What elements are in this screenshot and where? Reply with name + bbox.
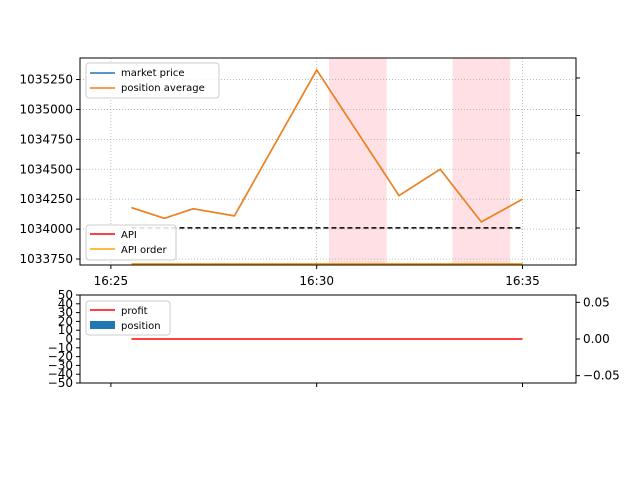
highlight-spans (329, 58, 511, 265)
legend-swatch-position (90, 321, 115, 329)
legend-label-api: API (121, 230, 137, 241)
series-line-position-average (131, 68, 523, 223)
y-tick-label: 40 (58, 297, 73, 311)
y-tick-label: 10 (58, 323, 73, 337)
y-tick-label: −40 (48, 367, 73, 381)
right-tick-label: −0.05 (583, 369, 620, 383)
x-tick-label: 16:25 (94, 274, 129, 288)
y-tick-label: 1034000 (20, 222, 73, 236)
y-tick-label: 50 (58, 288, 73, 302)
y-tick-label: 0 (65, 332, 73, 346)
profit-x-axis (110, 383, 523, 387)
right-tick-label: 0.05 (583, 295, 610, 309)
price-series (131, 68, 523, 265)
price-axes-frame (79, 57, 577, 266)
y-tick-label: 1034500 (20, 162, 73, 176)
y-tick-label: 1034750 (20, 132, 73, 146)
api-legend: API API order (85, 224, 177, 261)
legend-label-market-price: market price (121, 68, 185, 79)
y-tick-label: 20 (58, 314, 73, 328)
legend-label-api-order: API order (121, 245, 168, 256)
x-tick-label: 16:30 (299, 274, 334, 288)
price-y-axis: 1033750 1034000 1034250 1034500 1034750 10350… (20, 73, 80, 266)
y-tick-label: 1033750 (20, 252, 73, 266)
y-tick-label: 1034250 (20, 192, 73, 206)
y-tick-label: −30 (48, 358, 73, 372)
y-tick-label: −20 (48, 350, 73, 364)
price-legend: market price position average (85, 62, 220, 99)
legend-box (85, 62, 220, 99)
time-x-axis: 16:25 16:30 16:35 (94, 265, 540, 288)
price-right-axis (576, 77, 580, 229)
y-tick-label: 30 (58, 306, 73, 320)
y-tick-label: 1035250 (20, 73, 73, 87)
right-tick-label: 0.00 (583, 332, 610, 346)
profit-right-axis: 0.05 0.00 −0.05 (576, 295, 620, 383)
highlight-span (452, 58, 511, 265)
y-tick-label: −50 (48, 376, 73, 390)
legend-label-profit: profit (121, 306, 148, 317)
price-chart: 1033750 1034000 1034250 1034500 1034750 10350… (20, 57, 580, 288)
y-tick-label: 1035000 (20, 102, 73, 116)
legend-label-position: position (121, 321, 161, 332)
x-tick-label: 16:35 (505, 274, 540, 288)
y-tick-label: −10 (48, 341, 73, 355)
legend-label-position-average: position average (121, 83, 205, 94)
highlight-span (329, 58, 387, 265)
profit-legend: profit position (85, 300, 171, 336)
